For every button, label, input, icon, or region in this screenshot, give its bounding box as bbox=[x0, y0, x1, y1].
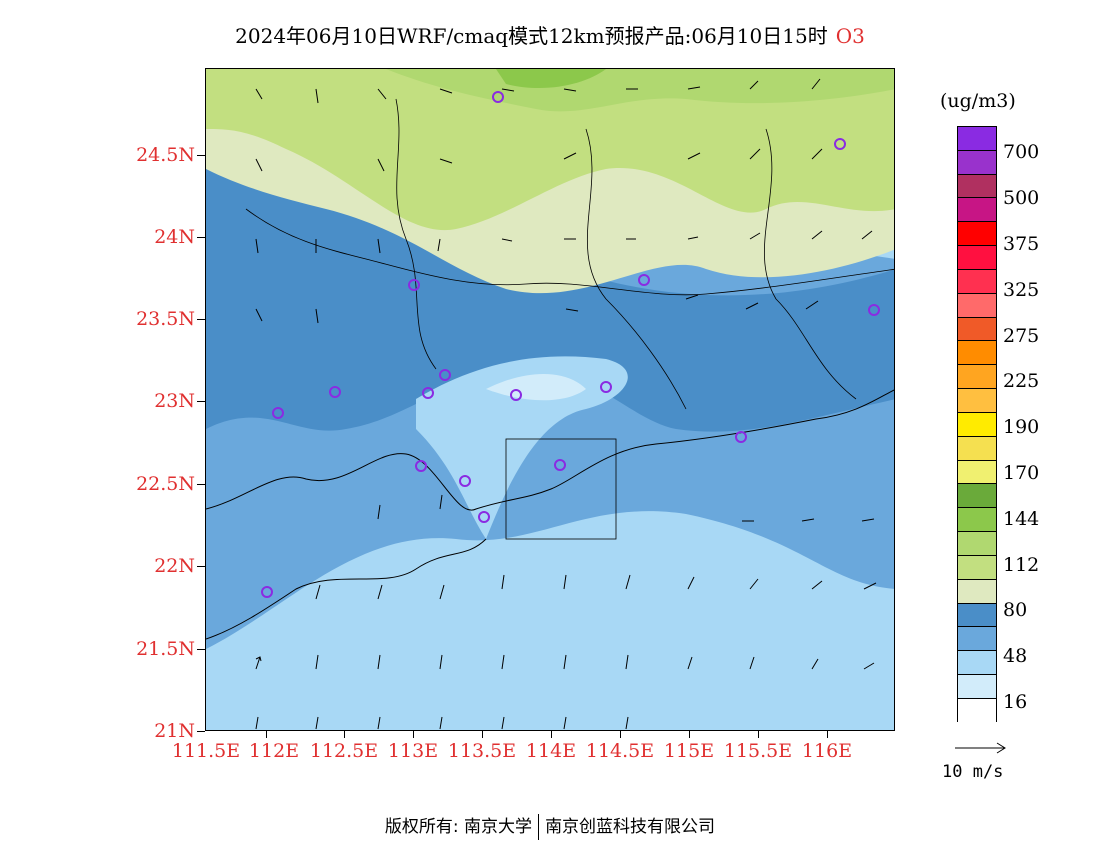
copyright-right: 南京创蓝科技有限公司 bbox=[545, 817, 716, 837]
lon-tick bbox=[344, 731, 345, 738]
lat-tick bbox=[197, 731, 205, 732]
colorbar-label: 48 bbox=[1003, 645, 1028, 667]
lat-label-22-5n: 22.5N bbox=[136, 473, 195, 495]
lat-tick bbox=[197, 401, 205, 402]
footer-divider bbox=[538, 814, 540, 840]
lat-label-24-5n: 24.5N bbox=[136, 144, 195, 166]
colorbar-swatch bbox=[958, 675, 996, 699]
lat-tick bbox=[197, 566, 205, 567]
species-label: O3 bbox=[835, 24, 865, 48]
forecast-map bbox=[205, 68, 895, 731]
lat-tick bbox=[197, 155, 205, 156]
lon-tick bbox=[551, 731, 552, 738]
lon-label-115e: 115E bbox=[663, 740, 715, 762]
colorbar-label: 80 bbox=[1003, 599, 1028, 621]
colorbar-swatch bbox=[958, 389, 996, 413]
colorbar-label: 275 bbox=[1003, 325, 1040, 347]
lon-label-113-5e: 113.5E bbox=[447, 740, 517, 762]
colorbar-swatch bbox=[958, 269, 996, 294]
colorbar-label: 112 bbox=[1003, 554, 1040, 576]
colorbar-swatch bbox=[958, 198, 996, 223]
lon-tick bbox=[620, 731, 621, 738]
colorbar-swatch bbox=[958, 460, 996, 485]
lat-label-23n: 23N bbox=[154, 390, 195, 412]
colorbar-swatch bbox=[958, 222, 996, 247]
colorbar-swatch bbox=[958, 627, 996, 652]
colorbar-unit: (ug/m3) bbox=[940, 90, 1016, 112]
colorbar-swatch bbox=[958, 174, 996, 199]
lon-label-111-5e: 111.5E bbox=[171, 740, 241, 762]
colorbar-swatch bbox=[958, 532, 996, 556]
colorbar-label: 16 bbox=[1003, 691, 1028, 713]
copyright-footer: 版权所有: 南京大学 南京创蓝科技有限公司 bbox=[0, 812, 1100, 840]
lon-tick bbox=[482, 731, 483, 738]
colorbar-label: 190 bbox=[1003, 416, 1040, 438]
ozone-field bbox=[206, 69, 894, 730]
lat-label-22n: 22N bbox=[154, 555, 195, 577]
lat-tick bbox=[197, 484, 205, 485]
colorbar-swatch bbox=[958, 698, 996, 723]
colorbar-label: 325 bbox=[1003, 279, 1040, 301]
lon-label-113e: 113E bbox=[387, 740, 439, 762]
colorbar-label: 375 bbox=[1003, 233, 1040, 255]
copyright-left: 版权所有: 南京大学 bbox=[384, 817, 533, 837]
lon-label-112e: 112E bbox=[248, 740, 300, 762]
lon-tick bbox=[689, 731, 690, 738]
colorbar-swatch bbox=[958, 579, 996, 604]
colorbar-swatch bbox=[958, 365, 996, 390]
wind-reference-label: 10 m/s bbox=[942, 762, 1004, 782]
colorbar-swatch bbox=[958, 412, 996, 437]
lon-tick bbox=[827, 731, 828, 738]
colorbar-label: 144 bbox=[1003, 508, 1040, 530]
lon-label-112-5e: 112.5E bbox=[309, 740, 379, 762]
lat-label-23-5n: 23.5N bbox=[136, 308, 195, 330]
lon-label-114e: 114E bbox=[525, 740, 577, 762]
map-title: 2024年06月10日WRF/cmaq模式12km预报产品:06月10日15时 O… bbox=[0, 20, 1100, 49]
colorbar-swatch bbox=[958, 150, 996, 175]
colorbar-swatch bbox=[958, 508, 996, 533]
colorbar-swatch bbox=[958, 603, 996, 628]
lon-label-116e: 116E bbox=[801, 740, 853, 762]
lat-tick bbox=[197, 237, 205, 238]
colorbar-swatch bbox=[958, 484, 996, 509]
colorbar-label: 700 bbox=[1003, 141, 1040, 163]
lon-label-115-5e: 115.5E bbox=[723, 740, 793, 762]
colorbar-swatch bbox=[958, 246, 996, 270]
lat-tick bbox=[197, 319, 205, 320]
colorbar-swatch bbox=[958, 293, 996, 318]
lon-tick bbox=[413, 731, 414, 738]
lon-label-114-5e: 114.5E bbox=[585, 740, 655, 762]
colorbar-label: 225 bbox=[1003, 370, 1040, 392]
wind-reference-arrow bbox=[955, 742, 1006, 754]
lat-label-24n: 24N bbox=[154, 226, 195, 248]
colorbar-swatch bbox=[958, 127, 996, 151]
colorbar bbox=[957, 126, 997, 723]
colorbar-label: 170 bbox=[1003, 462, 1040, 484]
colorbar-swatch bbox=[958, 436, 996, 461]
title-text: 2024年06月10日WRF/cmaq模式12km预报产品:06月10日15时 bbox=[235, 24, 828, 48]
lon-tick bbox=[266, 731, 267, 738]
lon-tick bbox=[758, 731, 759, 738]
lat-tick bbox=[197, 649, 205, 650]
colorbar-label: 500 bbox=[1003, 187, 1040, 209]
colorbar-swatch bbox=[958, 341, 996, 366]
colorbar-swatch bbox=[958, 317, 996, 342]
lat-label-21-5n: 21.5N bbox=[136, 638, 195, 660]
colorbar-swatch bbox=[958, 651, 996, 676]
colorbar-swatch bbox=[958, 555, 996, 580]
lat-label-21n: 21N bbox=[154, 720, 195, 742]
